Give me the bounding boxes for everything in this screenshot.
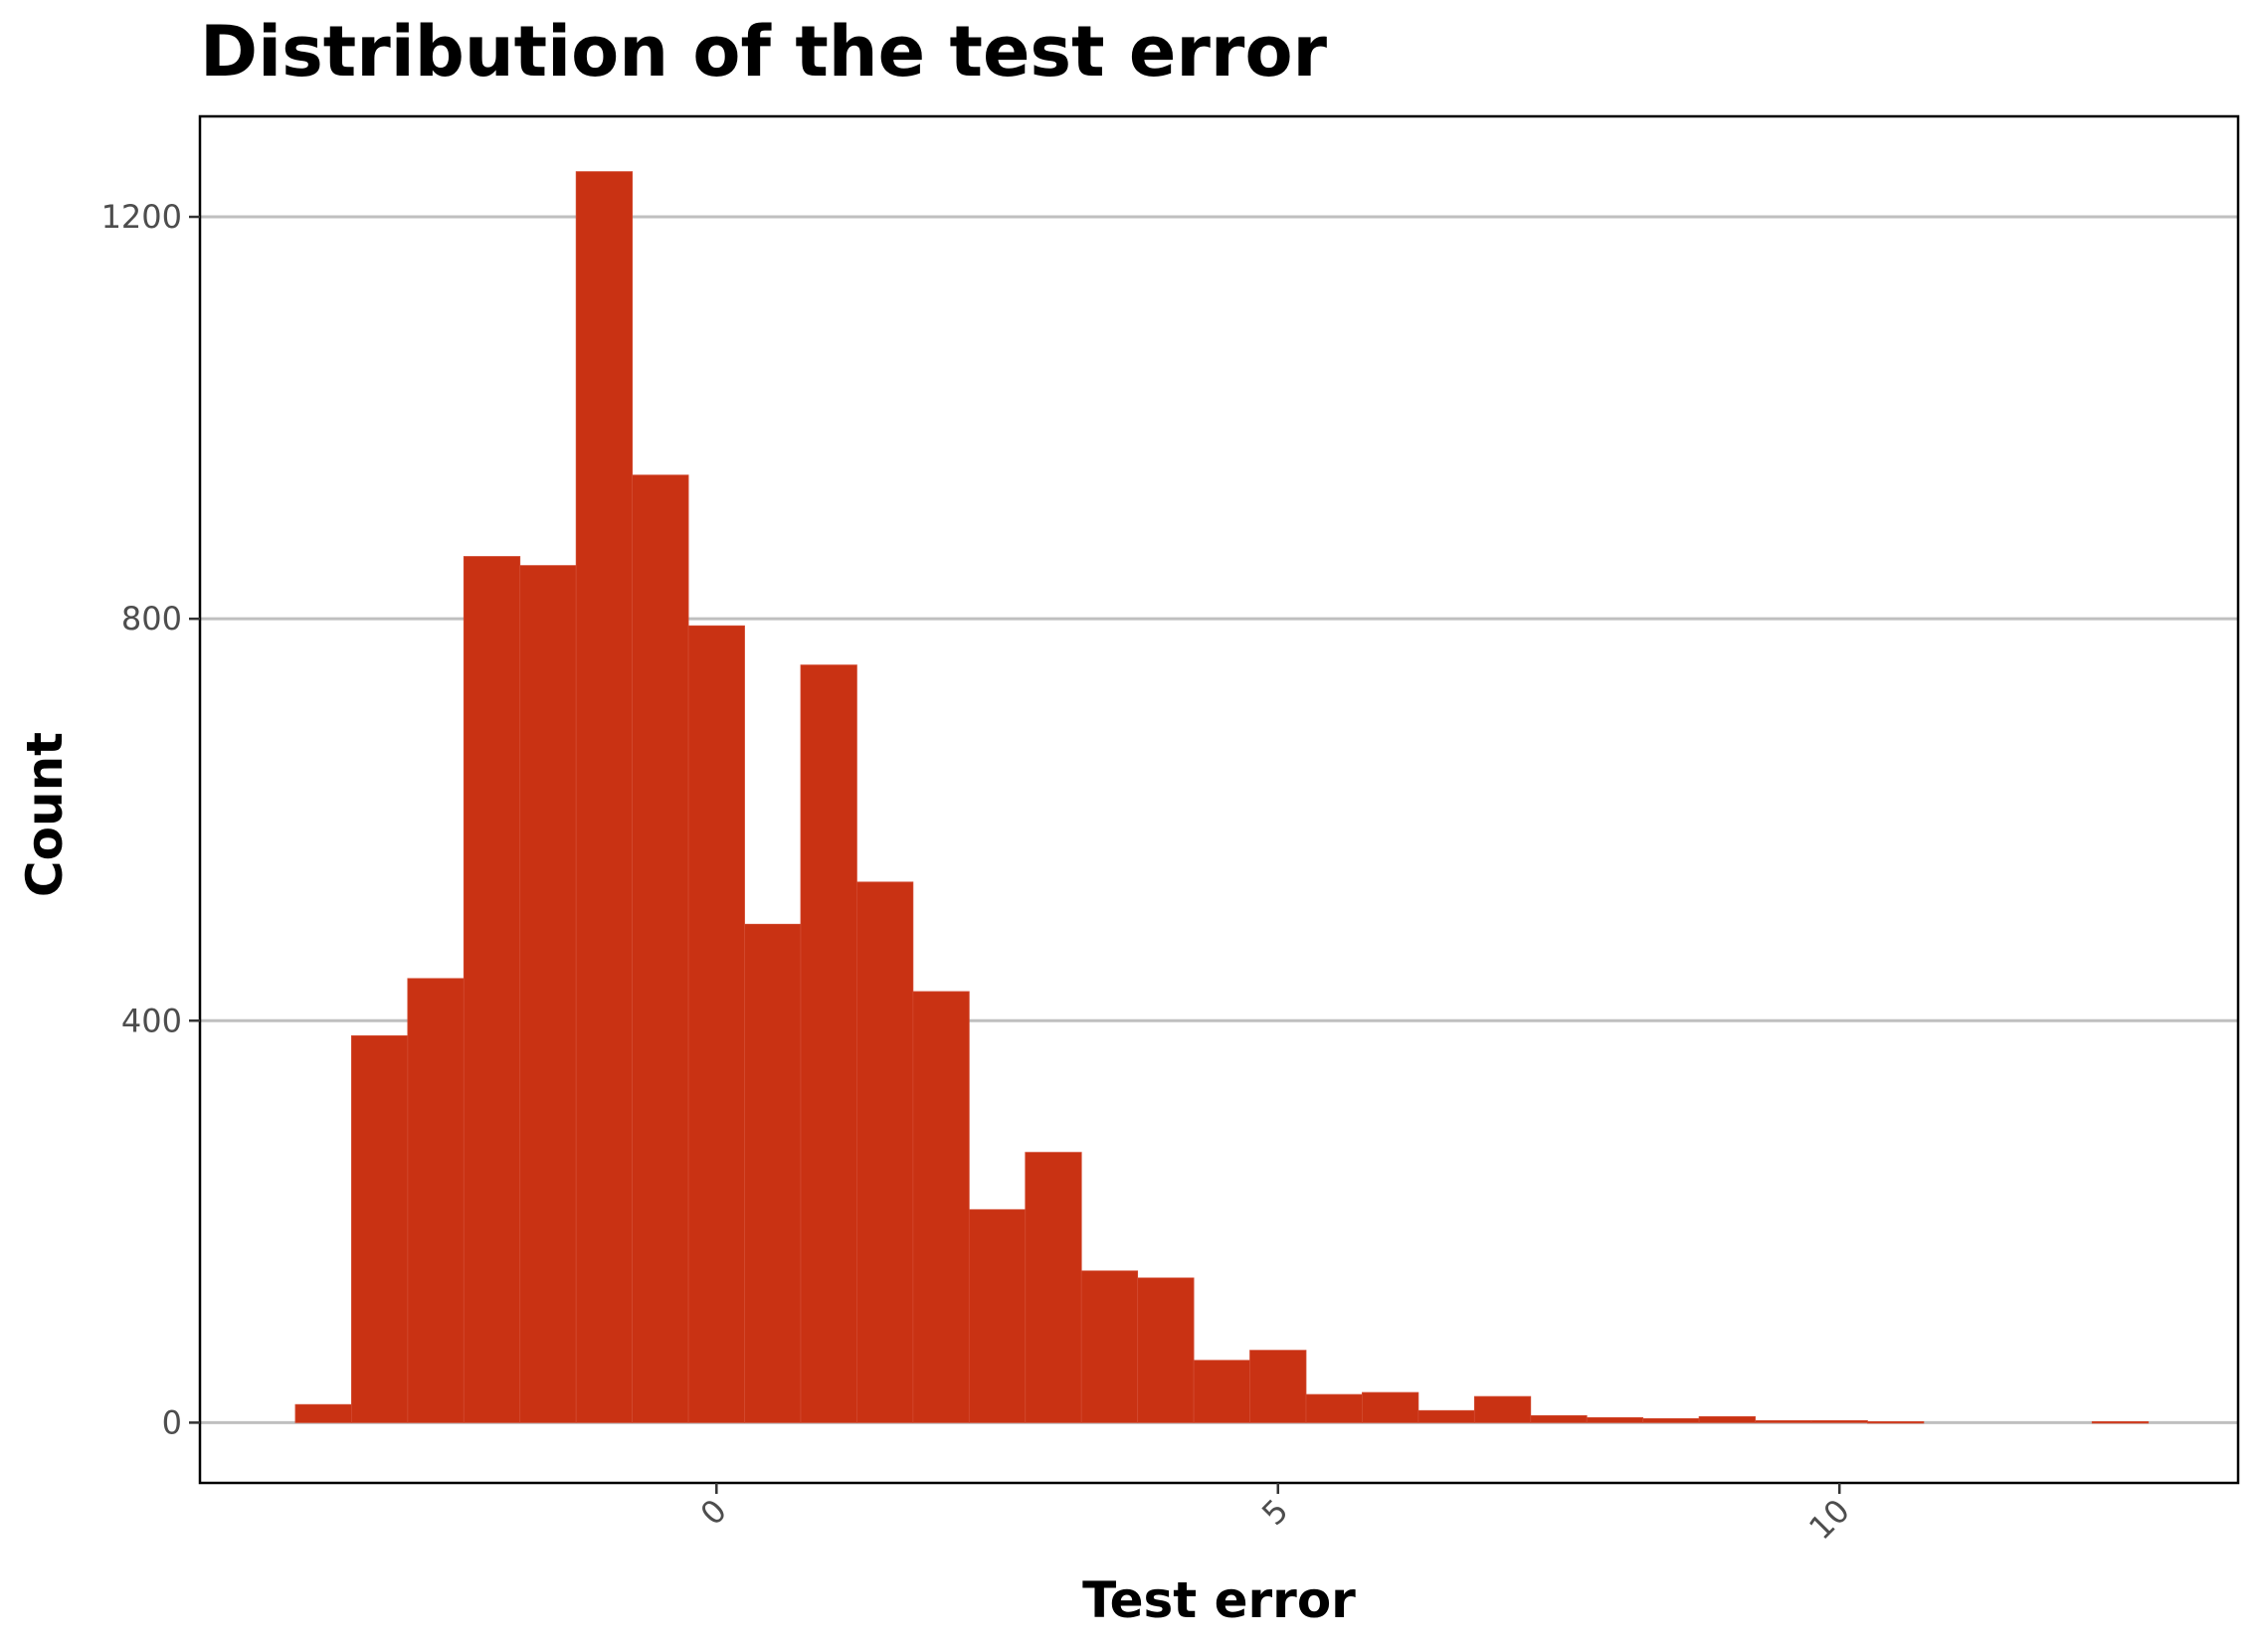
bar-20 <box>1417 1409 1475 1423</box>
bar-18 <box>1305 1393 1363 1423</box>
panel-border <box>198 114 2240 1485</box>
bar-24 <box>1642 1417 1700 1423</box>
bars-layer <box>294 171 2150 1424</box>
bar-10 <box>856 881 914 1423</box>
bar-0 <box>294 1403 352 1423</box>
y-tick-label-0: 0 <box>162 1403 182 1441</box>
x-axis-title: Test error <box>1082 1571 1356 1629</box>
bar-32 <box>2091 1420 2150 1424</box>
bar-12 <box>968 1208 1027 1423</box>
bar-23 <box>1586 1416 1644 1423</box>
bar-7 <box>687 625 745 1423</box>
bar-27 <box>1810 1419 1868 1423</box>
bar-8 <box>744 923 802 1423</box>
bar-2 <box>407 978 465 1423</box>
x-axis: 0 5 10 <box>693 1483 1857 1547</box>
bar-21 <box>1473 1395 1532 1423</box>
bar-1 <box>351 1035 409 1423</box>
bar-9 <box>800 664 857 1423</box>
bar-28 <box>1867 1420 1925 1424</box>
bar-25 <box>1698 1415 1756 1423</box>
y-tick-label-400: 400 <box>121 1002 182 1039</box>
bar-15 <box>1137 1277 1195 1423</box>
x-tick-label-0: 0 <box>693 1492 734 1533</box>
bar-6 <box>632 474 689 1423</box>
y-axis-title: Count <box>16 732 74 897</box>
bar-3 <box>463 556 521 1423</box>
bar-22 <box>1530 1414 1588 1423</box>
bar-13 <box>1025 1152 1082 1423</box>
bar-14 <box>1080 1270 1139 1423</box>
y-tick-label-1200: 1200 <box>101 198 182 236</box>
bar-11 <box>912 991 970 1423</box>
chart-title: Distribution of the test error <box>200 11 1328 92</box>
bar-17 <box>1249 1350 1307 1423</box>
y-axis: 0 400 800 1200 <box>101 198 200 1441</box>
bar-16 <box>1193 1360 1250 1423</box>
y-tick-label-800: 800 <box>121 600 182 638</box>
bar-19 <box>1362 1391 1419 1423</box>
bar-4 <box>519 565 577 1423</box>
x-tick-label-10: 10 <box>1801 1492 1857 1548</box>
bar-5 <box>575 171 634 1423</box>
x-tick-label-5: 5 <box>1254 1492 1295 1533</box>
bar-26 <box>1755 1419 1812 1423</box>
